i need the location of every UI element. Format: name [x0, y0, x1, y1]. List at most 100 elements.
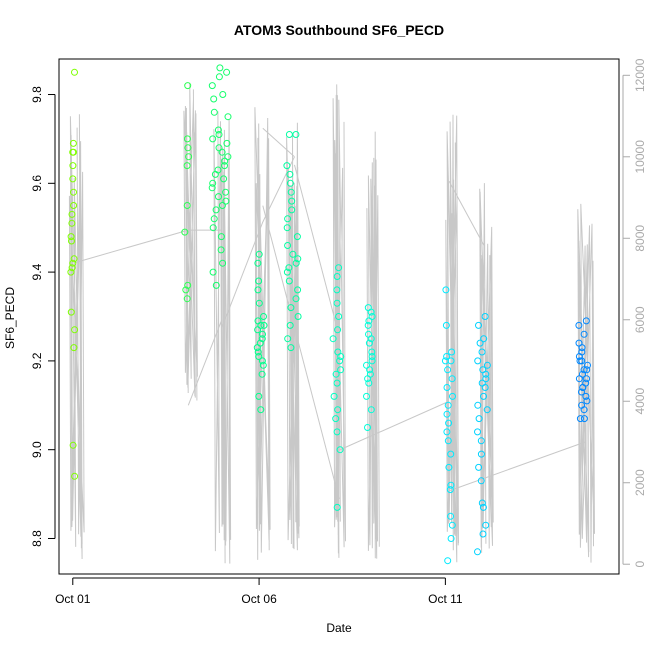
data-point-0-3: [70, 148, 77, 156]
profile-line-8: [479, 183, 494, 553]
data-point-3-16: [258, 357, 266, 365]
data-point-2-26: [212, 206, 220, 214]
y-tick-label: 9.0: [30, 441, 44, 458]
data-point-1-8: [182, 286, 190, 294]
profile-line-4: [286, 122, 300, 551]
data-point-9-4: [578, 344, 586, 352]
data-point-1-1: [183, 135, 191, 143]
data-point-7-18: [446, 486, 454, 494]
data-point-3-9: [254, 326, 262, 334]
data-point-1-6: [181, 228, 189, 236]
data-point-9-10: [580, 366, 588, 374]
data-point-6-4: [364, 321, 372, 329]
data-point-7-2: [448, 348, 456, 356]
transit-line-9: [448, 180, 485, 247]
data-point-3-8: [260, 321, 268, 329]
data-point-2-9: [215, 131, 223, 138]
y-axis-label: SF6_PECD: [3, 287, 17, 349]
data-point-7-10: [444, 401, 452, 409]
data-point-1-9: [183, 295, 191, 303]
data-point-0-13: [69, 259, 77, 267]
data-point-9-23: [576, 415, 584, 423]
data-point-8-18: [477, 450, 485, 458]
profile-line-1: [183, 82, 198, 401]
data-point-4-24: [287, 344, 295, 352]
data-point-1-2: [184, 144, 192, 152]
data-point-2-33: [212, 281, 220, 289]
data-point-4-23: [284, 335, 292, 343]
data-point-9-22: [580, 406, 588, 414]
data-point-5-0: [335, 264, 343, 272]
data-point-7-13: [443, 428, 451, 436]
data-point-6-17: [367, 406, 375, 414]
data-point-8-19: [475, 463, 483, 471]
data-point-2-23: [215, 193, 222, 201]
transit-line-7: [262, 205, 340, 500]
data-point-8-3: [476, 339, 484, 347]
data-point-1-4: [183, 162, 191, 170]
right-tick-label: 2000: [633, 469, 647, 496]
data-point-0-6: [70, 188, 77, 196]
data-point-9-0: [582, 317, 590, 325]
data-point-5-5: [334, 326, 342, 334]
data-point-9-13: [583, 375, 591, 383]
profile-line-2: [213, 111, 232, 564]
data-point-9-20: [583, 397, 591, 405]
data-point-5-2: [333, 286, 341, 294]
data-point-5-15: [332, 415, 340, 423]
data-point-4-11: [284, 242, 292, 249]
plot-frame: [58, 58, 620, 575]
data-point-3-15: [255, 353, 263, 360]
data-point-2-20: [209, 179, 217, 187]
data-point-8-1: [475, 321, 482, 329]
data-point-4-21: [294, 313, 302, 320]
data-point-2-8: [214, 126, 222, 134]
data-point-7-9: [449, 392, 456, 400]
data-point-6-14: [364, 375, 372, 383]
data-point-7-5: [447, 357, 455, 365]
data-point-6-12: [366, 366, 374, 374]
data-point-2-22: [222, 188, 230, 196]
data-point-4-2: [283, 162, 291, 170]
data-point-3-17: [259, 361, 267, 369]
y-tick-label: 9.4: [30, 263, 44, 280]
data-point-3-1: [254, 259, 262, 267]
data-point-9-14: [575, 375, 583, 383]
data-point-2-18: [211, 170, 219, 178]
data-point-2-30: [217, 246, 225, 254]
data-point-4-14: [292, 259, 300, 267]
data-point-8-5: [474, 357, 482, 365]
data-point-7-20: [448, 521, 456, 529]
data-point-8-0: [481, 313, 489, 320]
data-point-6-10: [368, 357, 376, 365]
data-point-8-20: [477, 477, 485, 485]
data-point-6-6: [367, 335, 375, 343]
data-point-7-0: [442, 286, 450, 294]
data-point-4-17: [285, 277, 293, 285]
transit-line-3: [221, 221, 264, 329]
data-point-5-8: [337, 353, 345, 360]
profile-line-6: [366, 131, 380, 559]
data-point-8-12: [480, 392, 487, 400]
data-point-4-10: [293, 233, 301, 241]
data-point-5-4: [335, 313, 343, 320]
data-point-0-4: [69, 162, 77, 170]
right-axis: 0 2000 4000 6000 8000 10000 12000: [622, 58, 647, 568]
data-point-0-9: [68, 219, 76, 227]
data-point-7-11: [443, 410, 451, 418]
transit-line-0: [74, 229, 189, 264]
data-point-8-24: [479, 530, 487, 538]
data-point-0-17: [71, 326, 79, 334]
data-point-2-19: [220, 175, 228, 183]
data-point-7-3: [443, 353, 451, 360]
data-point-2-5: [210, 95, 218, 103]
data-point-6-9: [368, 353, 376, 360]
data-point-5-3: [333, 299, 341, 307]
data-point-9-1: [575, 321, 583, 329]
data-point-7-17: [447, 481, 455, 489]
data-point-8-21: [478, 499, 486, 507]
data-point-1-3: [185, 153, 193, 161]
data-point-8-11: [481, 384, 489, 391]
data-point-3-2: [255, 277, 263, 285]
data-point-6-15: [365, 379, 373, 387]
